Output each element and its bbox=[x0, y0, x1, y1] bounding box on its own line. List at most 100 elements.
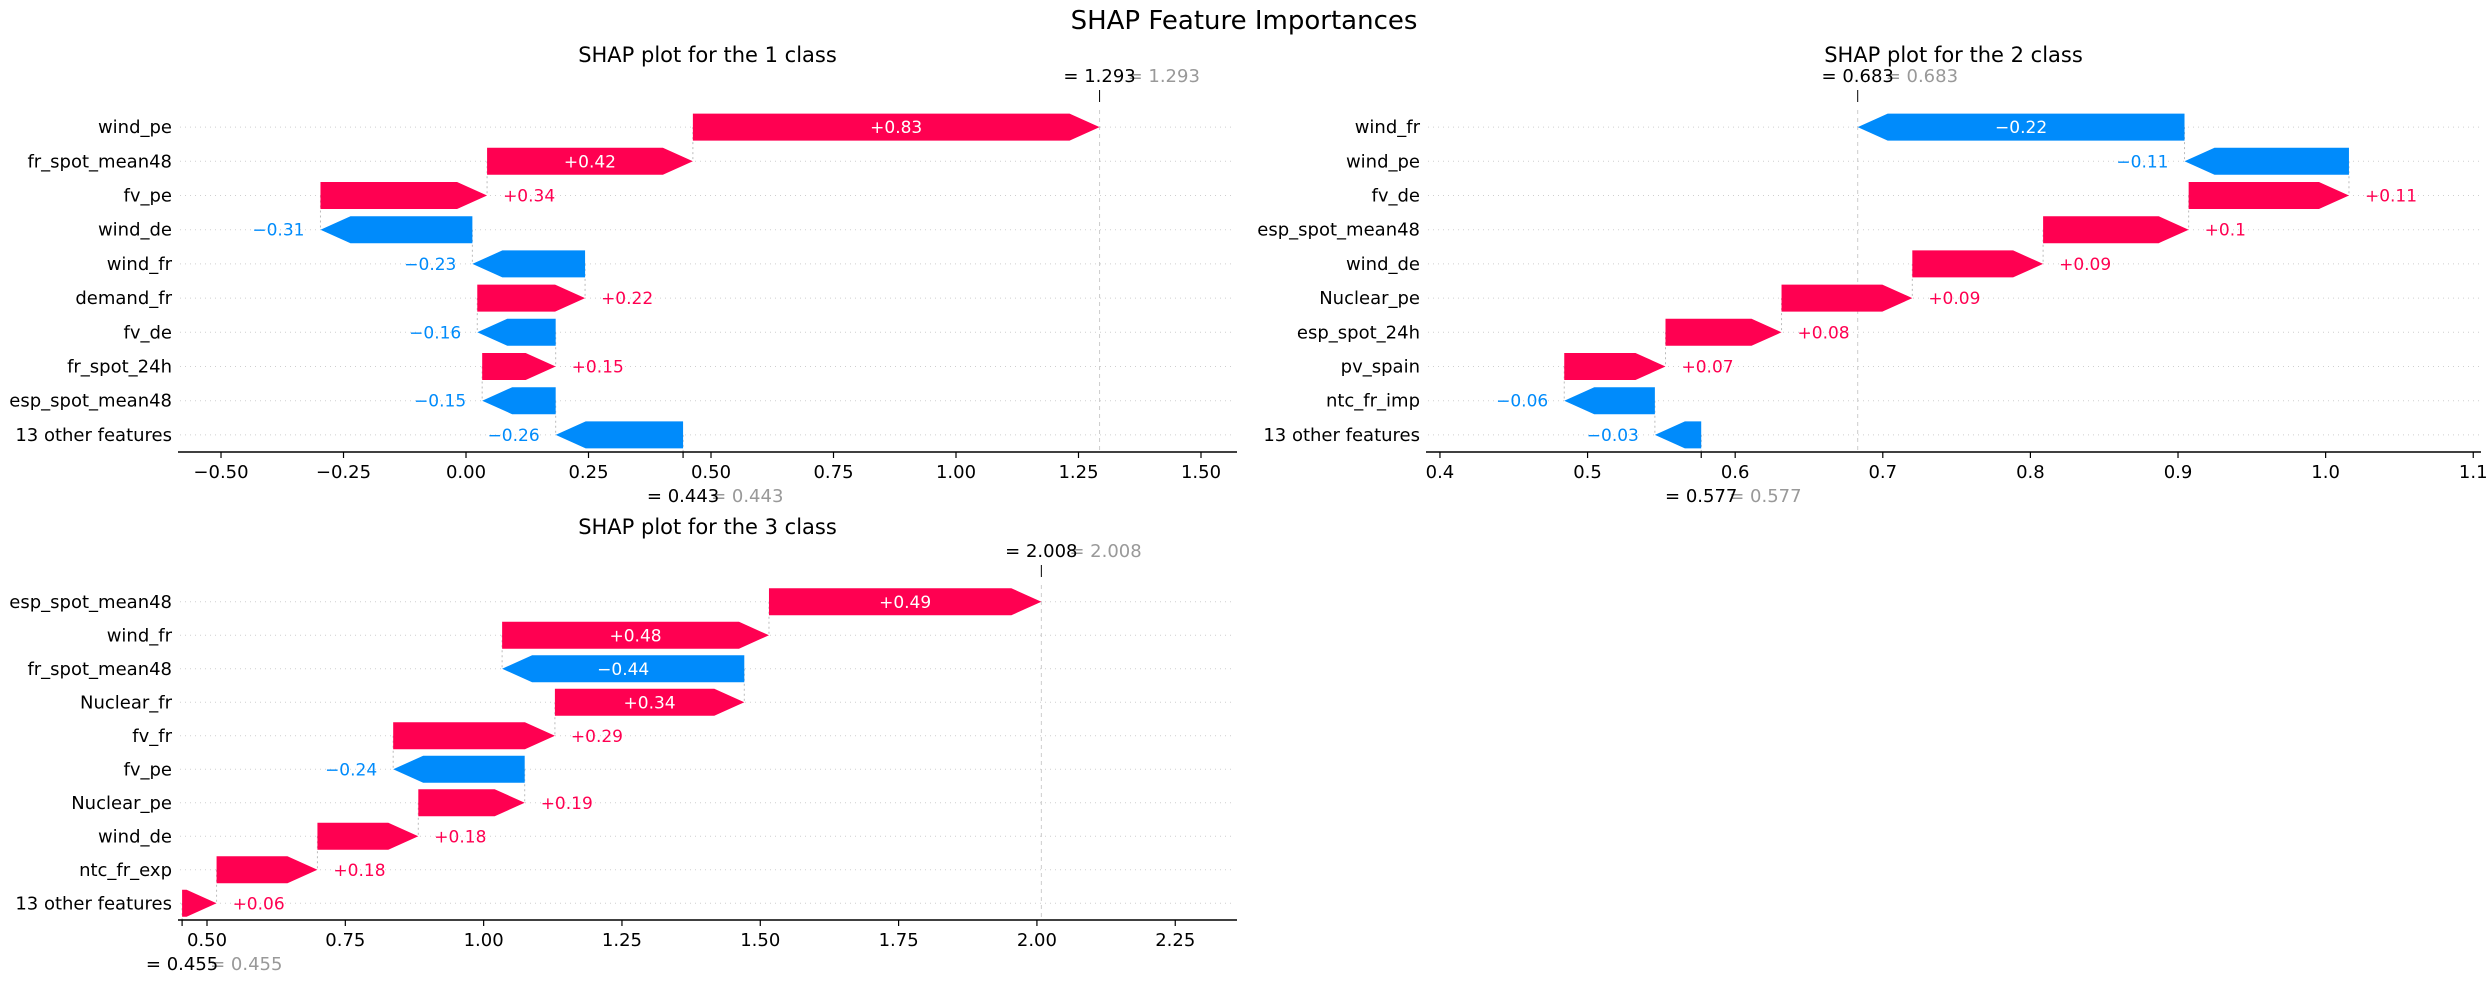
value-label: +0.34 bbox=[503, 187, 555, 207]
value-label: −0.31 bbox=[252, 221, 304, 241]
bar-ntc_fr_imp bbox=[1564, 387, 1655, 415]
bar-esp_spot_mean48 bbox=[768, 588, 1042, 616]
bar-13-other-features bbox=[555, 421, 684, 449]
x-tick-label: 1.1 bbox=[2459, 462, 2488, 483]
feature-label: esp_spot_mean48 bbox=[9, 592, 172, 613]
x-tick-label: −0.50 bbox=[193, 462, 248, 483]
fx-label: = 2.008 bbox=[1005, 541, 1077, 562]
bar-pv_spain bbox=[1564, 353, 1666, 380]
fx-label-gray: = 1.293 bbox=[1128, 66, 1200, 87]
value-label: +0.48 bbox=[609, 626, 661, 646]
bar-fv_pe bbox=[320, 182, 488, 209]
feature-label: fr_spot_mean48 bbox=[27, 151, 172, 172]
value-label: +0.09 bbox=[2059, 255, 2111, 275]
feature-label: demand_fr bbox=[75, 288, 172, 309]
value-label: −0.26 bbox=[488, 426, 540, 446]
x-tick-label: 1.25 bbox=[1058, 462, 1098, 483]
subplot-2-class: SHAP plot for the 2 class −0.22 wind_fr −0.… bbox=[1257, 43, 2487, 507]
bar-demand_fr bbox=[477, 284, 586, 312]
x-tick-label: 0.9 bbox=[2164, 462, 2193, 483]
value-label: +0.09 bbox=[1928, 289, 1980, 309]
x-tick-label: 0.4 bbox=[1426, 462, 1455, 483]
bar-Nuclear_fr bbox=[554, 688, 745, 716]
value-label: −0.15 bbox=[414, 392, 466, 412]
base-label: = 0.443 bbox=[647, 486, 719, 507]
value-label: +0.29 bbox=[571, 727, 623, 747]
feature-label: ntc_fr_imp bbox=[1326, 391, 1420, 412]
value-label: +0.83 bbox=[870, 118, 922, 138]
value-label: +0.19 bbox=[541, 794, 593, 814]
feature-label: esp_spot_mean48 bbox=[1257, 220, 1420, 241]
bar-fv_fr bbox=[393, 722, 555, 750]
x-tick-label: 0.50 bbox=[187, 930, 227, 951]
base-label: = 0.577 bbox=[1665, 486, 1737, 507]
bar-wind_de bbox=[1912, 250, 2044, 278]
bar-ntc_fr_exp bbox=[216, 856, 318, 884]
bar-esp_spot_mean48 bbox=[2043, 216, 2189, 244]
x-tick-label: 1.25 bbox=[602, 930, 642, 951]
x-tick-label: 0.8 bbox=[2016, 462, 2045, 483]
value-label: +0.18 bbox=[333, 861, 385, 881]
bar-Nuclear_pe bbox=[1781, 284, 1913, 312]
feature-label: wind_pe bbox=[98, 117, 172, 138]
x-tick-label: 1.75 bbox=[879, 930, 919, 951]
x-tick-label: 2.25 bbox=[1155, 930, 1195, 951]
feature-label: fv_pe bbox=[124, 186, 173, 207]
bar-13-other-features bbox=[182, 889, 217, 917]
value-label: +0.18 bbox=[434, 827, 486, 847]
bar-fr_spot_mean48 bbox=[502, 655, 745, 683]
value-label: +0.08 bbox=[1798, 323, 1850, 343]
feature-label: 13 other features bbox=[15, 893, 172, 914]
feature-label: fv_pe bbox=[124, 759, 173, 780]
value-label: −0.24 bbox=[325, 760, 377, 780]
feature-label: Nuclear_pe bbox=[71, 793, 172, 814]
bar-fv_de bbox=[477, 318, 556, 346]
feature-label: fv_fr bbox=[132, 726, 172, 747]
x-tick-label: 0.00 bbox=[446, 462, 486, 483]
bar-esp_spot_mean48 bbox=[482, 387, 556, 415]
base-label-gray: = 0.455 bbox=[210, 954, 282, 975]
x-tick-label: 2.00 bbox=[1017, 930, 1057, 951]
subplot-3-class: SHAP plot for the 3 class +0.49 esp_spot_m… bbox=[9, 515, 1237, 975]
base-label: = 0.455 bbox=[146, 954, 218, 975]
bar-wind_de bbox=[320, 216, 473, 244]
value-label: −0.23 bbox=[404, 255, 456, 275]
x-tick-label: 1.0 bbox=[2311, 462, 2340, 483]
value-label: +0.1 bbox=[2205, 221, 2246, 241]
subplot-title: SHAP plot for the 3 class bbox=[578, 515, 837, 539]
bar-wind_fr bbox=[502, 621, 769, 649]
x-tick-label: 0.75 bbox=[325, 930, 365, 951]
fx-label: = 0.683 bbox=[1822, 66, 1894, 87]
feature-label: esp_spot_24h bbox=[1297, 322, 1420, 343]
bar-Nuclear_pe bbox=[418, 789, 525, 817]
bar-wind_pe bbox=[692, 113, 1100, 141]
feature-label: wind_de bbox=[98, 826, 172, 847]
fx-label-gray: = 2.008 bbox=[1069, 541, 1141, 562]
value-label: +0.49 bbox=[879, 593, 931, 613]
x-tick-label: 0.7 bbox=[1868, 462, 1897, 483]
feature-label: wind_de bbox=[98, 220, 172, 241]
x-tick-label: −0.25 bbox=[316, 462, 371, 483]
feature-label: 13 other features bbox=[1263, 425, 1420, 446]
feature-label: Nuclear_fr bbox=[80, 692, 173, 713]
bar-fv_pe bbox=[393, 755, 525, 783]
x-tick-label: 0.50 bbox=[691, 462, 731, 483]
feature-label: wind_fr bbox=[107, 625, 173, 646]
feature-label: pv_spain bbox=[1341, 357, 1420, 378]
value-label: −0.22 bbox=[1995, 118, 2047, 138]
x-tick-label: 0.5 bbox=[1573, 462, 1602, 483]
x-tick-label: 1.50 bbox=[740, 930, 780, 951]
fx-label: = 1.293 bbox=[1063, 66, 1135, 87]
value-label: +0.34 bbox=[624, 693, 676, 713]
feature-label: wind_pe bbox=[1346, 151, 1420, 172]
value-label: −0.11 bbox=[2116, 152, 2168, 172]
base-label-gray: = 0.443 bbox=[711, 486, 783, 507]
subplot-title: SHAP plot for the 1 class bbox=[578, 43, 837, 67]
bar-esp_spot_24h bbox=[1665, 318, 1782, 346]
feature-label: fr_spot_mean48 bbox=[27, 659, 172, 680]
feature-label: fv_de bbox=[1372, 186, 1421, 207]
figure-title: SHAP Feature Importances bbox=[1070, 6, 1418, 36]
x-tick-label: 0.25 bbox=[568, 462, 608, 483]
